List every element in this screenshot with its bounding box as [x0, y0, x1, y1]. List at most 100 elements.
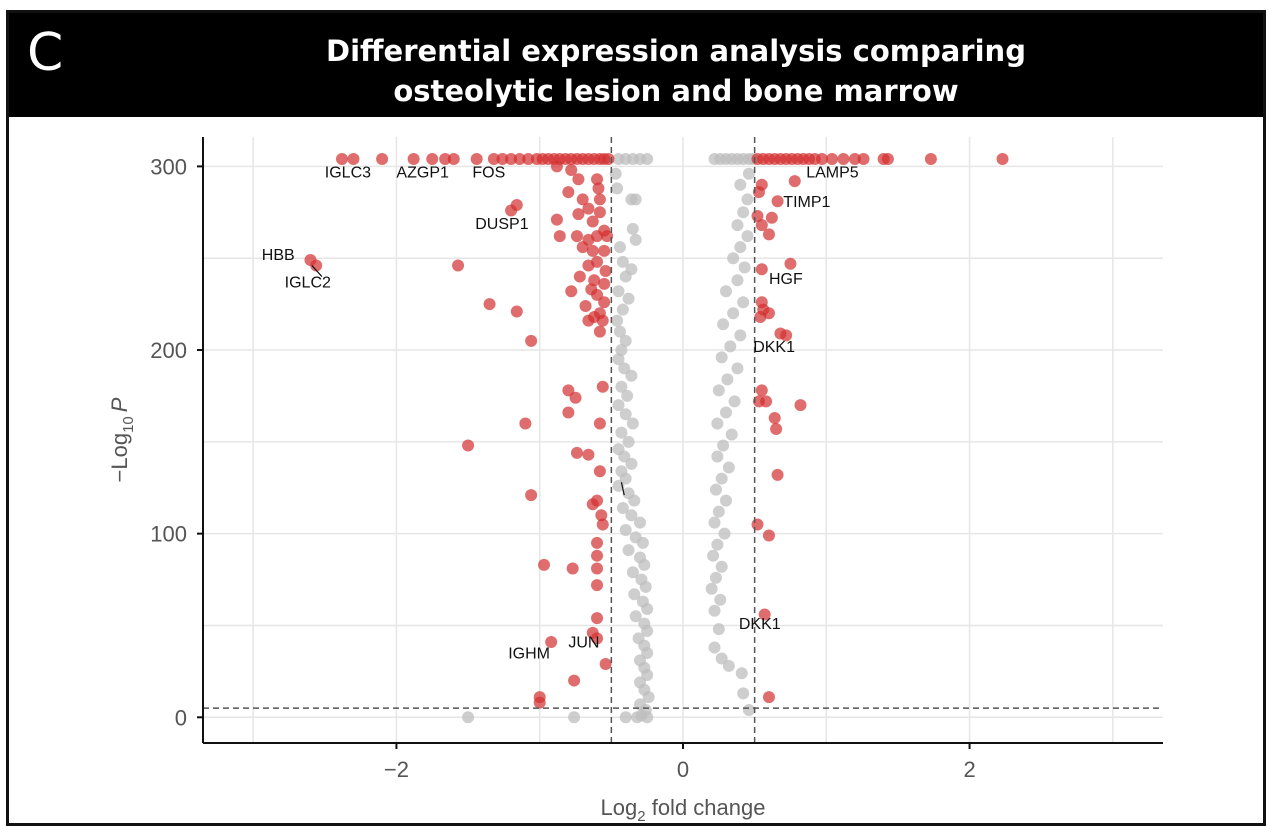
data-point-significant [519, 417, 532, 430]
data-point-nonsignificant [609, 167, 622, 180]
data-point-significant [565, 164, 578, 177]
data-point-nonsignificant [626, 417, 639, 430]
data-point-nonsignificant [712, 505, 725, 518]
data-point-nonsignificant [611, 182, 624, 195]
gene-label: HGF [769, 271, 803, 288]
data-point-significant [598, 296, 611, 309]
data-point-significant [752, 395, 765, 408]
data-point-significant [522, 153, 535, 166]
x-axis-label: Log2 fold change [601, 795, 766, 823]
gene-label: DKK1 [753, 339, 795, 356]
data-point-nonsignificant [722, 659, 735, 672]
data-point-significant [310, 259, 323, 272]
data-point-significant [770, 422, 783, 435]
data-point-nonsignificant [628, 588, 641, 601]
data-point-nonsignificant [626, 222, 639, 235]
data-point-significant [525, 334, 538, 347]
data-point-nonsignificant [616, 303, 629, 316]
data-point-significant [572, 208, 585, 221]
data-point-significant [347, 153, 360, 166]
data-point-nonsignificant [725, 428, 738, 441]
data-point-significant [762, 529, 775, 542]
data-point-significant [924, 153, 937, 166]
data-point-significant [426, 153, 439, 166]
data-point-nonsignificant [718, 527, 731, 540]
data-point-significant [582, 448, 595, 461]
data-point-significant [447, 153, 460, 166]
panel-letter: C [27, 23, 64, 83]
threshold-lines [203, 137, 1163, 743]
data-point-nonsignificant [711, 538, 724, 551]
data-point-nonsignificant [622, 544, 635, 557]
data-point-nonsignificant [741, 230, 754, 243]
data-point-significant [553, 230, 566, 243]
data-point-significant [755, 384, 768, 397]
data-point-significant [510, 198, 523, 211]
data-point-nonsignificant [715, 351, 728, 364]
data-point-nonsignificant [641, 153, 654, 166]
data-point-nonsignificant [619, 472, 632, 485]
gene-label: FOS [472, 164, 505, 181]
data-point-nonsignificant [615, 344, 628, 357]
data-point-nonsignificant [625, 369, 638, 382]
data-point-significant [572, 173, 585, 186]
data-point-nonsignificant [619, 523, 632, 536]
data-point-significant [586, 498, 599, 511]
data-point-nonsignificant [616, 255, 629, 268]
data-point-nonsignificant [641, 669, 654, 682]
data-point-nonsignificant [719, 494, 732, 507]
data-point-significant [598, 244, 611, 257]
data-point-nonsignificant [619, 408, 632, 421]
data-point-nonsignificant [711, 450, 724, 463]
data-point-nonsignificant [639, 580, 652, 593]
data-point-significant [568, 674, 581, 687]
data-point-significant [751, 518, 764, 531]
y-tick-label: 0 [175, 705, 187, 730]
data-point-nonsignificant [717, 439, 730, 452]
data-point-significant [576, 241, 589, 254]
data-point-significant [545, 636, 558, 648]
data-point-significant [857, 153, 870, 166]
data-point-significant [591, 612, 604, 625]
data-point-nonsignificant [613, 241, 626, 254]
data-point-significant [565, 285, 578, 298]
gene-labels: IGLC3 AZGP1 FOS DUSP1 HBB IGLC2 LAMP5 TIMP1 HGF D… [262, 164, 859, 662]
data-point-significant [586, 626, 599, 639]
data-point-significant [765, 211, 778, 224]
data-point-significant [881, 153, 894, 166]
data-point-significant [596, 314, 609, 327]
data-point-significant [591, 288, 604, 301]
data-point-nonsignificant [721, 373, 734, 386]
data-point-nonsignificant [625, 457, 638, 470]
data-point-nonsignificant [638, 558, 651, 571]
data-point-nonsignificant [707, 549, 720, 562]
data-point-nonsignificant [641, 602, 654, 615]
gene-label: DUSP1 [475, 216, 528, 233]
data-point-significant [591, 579, 604, 592]
data-point-nonsignificant [722, 461, 735, 474]
data-point-nonsignificant [724, 340, 737, 353]
data-point-significant [593, 193, 606, 206]
y-axis-label: −Log10P [107, 397, 137, 482]
data-point-significant [579, 299, 592, 312]
data-point-significant [505, 153, 518, 166]
data-point-nonsignificant [737, 687, 750, 700]
data-point-significant [591, 549, 604, 562]
data-point-significant [848, 153, 861, 166]
data-point-nonsignificant [628, 494, 641, 507]
data-point-nonsignificant [742, 167, 755, 180]
gene-label: DKK1 [739, 616, 781, 633]
data-point-significant [586, 244, 599, 257]
data-point-significant [483, 298, 496, 311]
data-point-significant [513, 153, 526, 166]
data-point-nonsignificant [619, 711, 632, 724]
data-point-significant [538, 558, 551, 571]
data-point-nonsignificant [612, 353, 625, 366]
data-point-significant [487, 153, 500, 166]
data-point-significant [784, 257, 797, 270]
data-point-significant [439, 153, 452, 166]
data-point-significant [815, 153, 828, 166]
data-point-nonsignificant [705, 582, 718, 595]
y-tick-label: 300 [150, 154, 187, 179]
